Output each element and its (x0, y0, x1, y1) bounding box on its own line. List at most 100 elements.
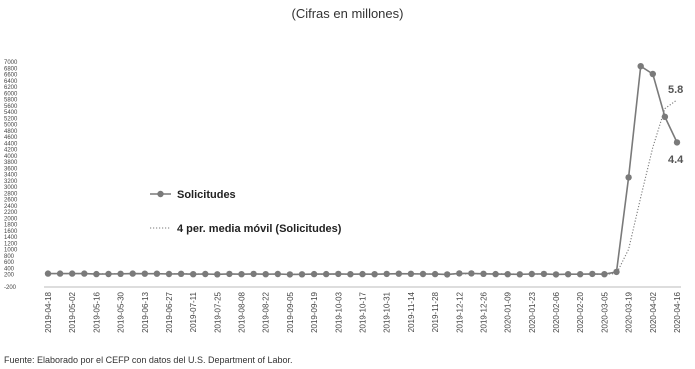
legend-media-movil-label: 4 per. media móvil (Solicitudes) (177, 223, 342, 235)
data-point (661, 113, 669, 121)
data-point (625, 174, 632, 181)
data-point (577, 271, 584, 278)
y-tick-label: 200 (4, 273, 15, 279)
data-point (601, 271, 608, 278)
x-tick-label: 2019-08-08 (238, 291, 247, 332)
x-tick-label: 2020-01-09 (504, 291, 513, 332)
data-point (298, 271, 306, 278)
x-tick-label: 2019-10-31 (383, 291, 392, 332)
y-tick-label: 4400 (4, 141, 18, 147)
data-point (202, 270, 209, 278)
data-point (347, 271, 354, 278)
data-point (407, 270, 415, 277)
y-tick-label: 800 (4, 254, 15, 260)
data-point (637, 62, 644, 70)
x-tick-label: 2019-08-22 (262, 291, 271, 332)
end-label-solicitudes: 4.4 (668, 154, 684, 166)
data-point (613, 268, 620, 276)
y-tick-label: 6400 (4, 79, 18, 85)
y-tick-label: 1200 (4, 241, 18, 247)
data-point (589, 270, 596, 278)
series-line-solicitudes (48, 64, 678, 276)
data-point (310, 270, 318, 278)
x-tick-label: 2019-07-11 (189, 291, 198, 332)
x-tick-label: 2019-12-26 (479, 291, 488, 332)
y-tick-label: 5400 (4, 110, 18, 116)
x-tick-label: 2019-06-13 (141, 291, 150, 332)
x-tick-label: 2019-06-27 (165, 291, 174, 332)
data-point (323, 270, 330, 278)
y-tick-label: 6200 (4, 85, 18, 91)
x-tick-label: 2020-02-20 (576, 291, 585, 332)
y-tick-label: 2800 (4, 191, 18, 197)
data-point (214, 271, 221, 278)
x-tick-label: 2019-05-16 (92, 291, 101, 332)
y-tick-label: 4600 (4, 135, 18, 141)
x-tick-label: 2019-05-02 (68, 291, 77, 332)
y-tick-label: 6000 (4, 91, 18, 97)
x-tick-label: 2020-03-05 (600, 291, 609, 332)
data-point (371, 271, 378, 278)
y-tick-label: 1000 (4, 248, 18, 254)
legend-solicitudes-marker (157, 190, 164, 198)
y-tick-label: -200 (4, 285, 17, 291)
y-tick-label: 3400 (4, 173, 18, 179)
data-point (286, 271, 294, 278)
x-tick-label: 2019-11-28 (431, 291, 440, 332)
y-tick-label: 3000 (4, 185, 18, 191)
data-point (335, 270, 342, 278)
x-tick-label: 2019-07-25 (213, 291, 222, 332)
line-chart: -200 200400600800100012001400160018002000… (4, 60, 684, 333)
data-point (250, 270, 257, 278)
source-note: Fuente: Elaborado por el CEFP con datos … (4, 355, 293, 365)
data-point (274, 270, 281, 278)
x-tick-label: 2019-09-19 (310, 291, 319, 332)
data-point (359, 270, 366, 278)
data-point (262, 271, 269, 278)
data-point (190, 271, 197, 278)
y-tick-label: 6800 (4, 66, 18, 72)
y-tick-label: 600 (4, 260, 15, 266)
y-tick-label: 2200 (4, 210, 18, 216)
x-tick-label: 2020-02-06 (552, 291, 561, 332)
end-label-media-movil: 5.8 (668, 84, 683, 96)
x-tick-label: 2019-05-30 (117, 291, 126, 332)
y-tick-label: 2600 (4, 198, 18, 204)
y-tick-label: 2000 (4, 216, 18, 222)
y-tick-label: 4000 (4, 154, 18, 160)
y-tick-label: 5800 (4, 98, 18, 104)
y-tick-label: 1600 (4, 229, 18, 235)
y-tick-label: 400 (4, 266, 15, 272)
data-point (673, 139, 681, 146)
y-tick-label: 5200 (4, 116, 18, 122)
data-point (226, 270, 233, 278)
plot-area (44, 62, 681, 278)
data-point (238, 271, 245, 278)
x-tick-label: 2019-09-05 (286, 291, 295, 332)
y-tick-label: 7000 (4, 60, 18, 66)
data-point (649, 70, 656, 78)
y-axis: -200 200400600800100012001400160018002000… (4, 60, 18, 291)
x-tick-label: 2019-12-12 (455, 291, 464, 332)
x-tick-label: 2019-11-14 (407, 291, 416, 332)
y-tick-label: 5000 (4, 123, 18, 129)
y-tick-label: 1400 (4, 235, 18, 241)
data-point (395, 270, 402, 277)
y-tick-label: 4200 (4, 148, 18, 154)
x-tick-label: 2020-03-19 (625, 291, 634, 332)
legend-solicitudes-label: Solicitudes (177, 189, 236, 201)
y-tick-label: 1800 (4, 223, 18, 229)
y-tick-label: 4800 (4, 129, 18, 135)
y-tick-label: 2400 (4, 204, 18, 210)
x-tick-label: 2020-01-23 (528, 291, 537, 332)
x-tick-label: 2020-04-02 (649, 291, 658, 332)
x-tick-label: 2019-04-18 (44, 291, 53, 332)
x-tick-label: 2019-10-17 (359, 291, 368, 332)
legend: Solicitudes 4 per. media móvil (Solicitu… (150, 189, 342, 235)
y-tick-label: 3200 (4, 179, 18, 185)
data-point (456, 270, 463, 277)
x-tick-label: 2020-04-16 (673, 291, 682, 332)
x-axis: 2019-04-18 2019-05-02 2019-05-16 2019-05-30… (44, 286, 682, 333)
series-line-4-per-media-movil-solicitudes (48, 99, 678, 275)
y-tick-label: 5600 (4, 104, 18, 110)
